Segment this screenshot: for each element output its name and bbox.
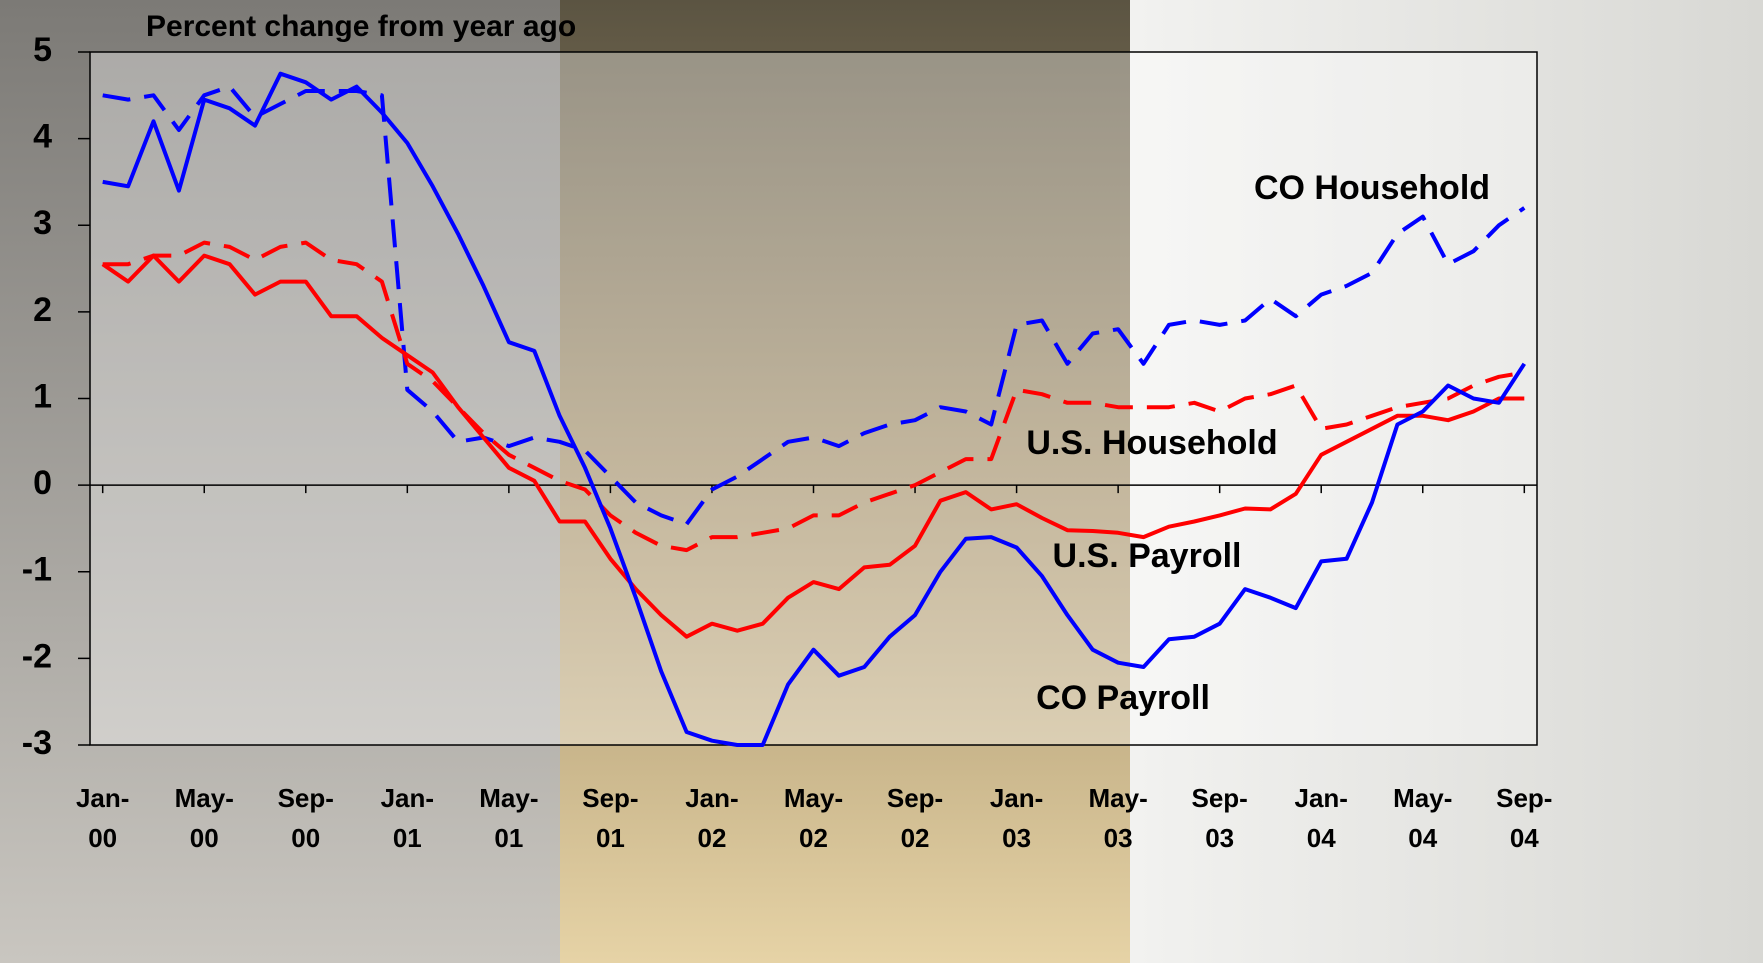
x-tick-label: May-02 [783, 778, 845, 858]
y-tick-label: 5 [33, 31, 52, 69]
y-tick-label: -2 [22, 637, 52, 675]
chart-title: Percent change from year ago [146, 10, 576, 43]
x-tick-label: Sep-02 [884, 778, 946, 858]
x-tick-label: May-00 [173, 778, 235, 858]
series-label: CO Household [1254, 169, 1490, 207]
series-line [103, 87, 1525, 524]
page: {"chart_data": {"type": "line", "title":… [0, 0, 1763, 963]
y-tick-label: 2 [33, 291, 52, 329]
x-tick-label: May-04 [1392, 778, 1454, 858]
x-tick-label: May-03 [1087, 778, 1149, 858]
x-tick-label: Jan-01 [376, 778, 438, 858]
y-tick-label: 1 [33, 377, 52, 415]
y-tick-label: 0 [33, 464, 52, 502]
x-tick-label: Sep-04 [1493, 778, 1555, 858]
x-tick-label: Jan-00 [72, 778, 134, 858]
y-tick-label: -3 [22, 724, 52, 762]
x-tick-label: Jan-04 [1290, 778, 1352, 858]
series-label: U.S. Payroll [1053, 537, 1242, 575]
x-tick-label: Jan-03 [986, 778, 1048, 858]
x-tick-label: Jan-02 [681, 778, 743, 858]
series-label: CO Payroll [1036, 679, 1210, 717]
series-line [103, 243, 1525, 550]
x-tick-label: Sep-01 [579, 778, 641, 858]
series-label: U.S. Household [1026, 424, 1277, 462]
y-tick-label: -1 [22, 551, 52, 589]
plot-frame [90, 52, 1537, 745]
x-tick-label: May-01 [478, 778, 540, 858]
x-tick-label: Sep-00 [275, 778, 337, 858]
x-tick-label: Sep-03 [1189, 778, 1251, 858]
y-tick-label: 4 [33, 118, 52, 156]
y-tick-label: 3 [33, 204, 52, 242]
